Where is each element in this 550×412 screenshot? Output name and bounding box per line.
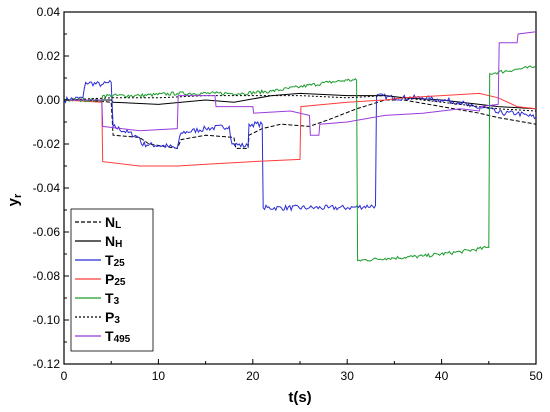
y-tick-label: 0.02	[37, 49, 61, 63]
series-line-p25	[63, 92, 537, 167]
legend-label-sub: L	[115, 220, 121, 231]
legend-label-sub: 25	[114, 258, 126, 269]
legend-label-main: P	[105, 309, 114, 325]
y-tick-label: -0.12	[33, 357, 61, 371]
legend-label-main: T	[105, 290, 114, 306]
series-line-t25	[63, 79, 537, 212]
legend-label-sub: 25	[114, 277, 126, 288]
x-tick-label: 50	[529, 369, 543, 383]
y-tick-label: -0.06	[33, 225, 61, 239]
legend-label-main: P	[105, 271, 114, 287]
legend-label-main: T	[105, 328, 114, 344]
y-tick-label: 0.04	[37, 5, 61, 19]
y-tick-label: 0.00	[37, 93, 61, 107]
legend-label-main: N	[105, 233, 115, 249]
x-tick-label: 10	[152, 369, 166, 383]
legend-label: T495	[105, 328, 131, 345]
legend-label-sub: 495	[114, 334, 131, 345]
series-line-nl	[64, 99, 537, 149]
x-tick-label: 40	[435, 369, 449, 383]
series-line-t495	[64, 31, 537, 136]
x-tick-label: 20	[246, 369, 260, 383]
legend-label: P25	[105, 271, 126, 288]
y-axis-title-main: y	[5, 197, 22, 206]
y-tick-label: -0.04	[33, 181, 61, 195]
legend-label-main: N	[105, 214, 115, 230]
legend-label-sub: H	[115, 239, 122, 250]
legend-label: T3	[105, 290, 120, 307]
x-tick-label: 0	[61, 369, 68, 383]
legend-box	[70, 208, 154, 352]
x-tick-label: 30	[341, 369, 355, 383]
legend-label: NH	[105, 233, 122, 250]
series-layer	[63, 31, 537, 262]
y-tick-label: -0.08	[33, 269, 61, 283]
legend-label: NL	[105, 214, 121, 231]
legend-label: T25	[105, 252, 125, 269]
y-axis-title-sub: r	[12, 193, 24, 198]
axes-layer: 0 10 20 30 40 50 0.04 0.02 0.00 -0.02 -0.04 -0.06 -0…	[5, 5, 543, 406]
series-line-nh	[64, 92, 537, 110]
y-tick-label: -0.02	[33, 137, 61, 151]
series-line-t3	[63, 65, 537, 262]
legend-label-sub: 3	[114, 296, 120, 307]
x-axis-title: t(s)	[288, 389, 311, 406]
legend-label-sub: 3	[114, 315, 120, 326]
legend-label-main: T	[105, 252, 114, 268]
legend-label: P3	[105, 309, 120, 326]
y-axis-title: yr	[5, 193, 24, 206]
y-tick-label: -0.10	[33, 313, 61, 327]
